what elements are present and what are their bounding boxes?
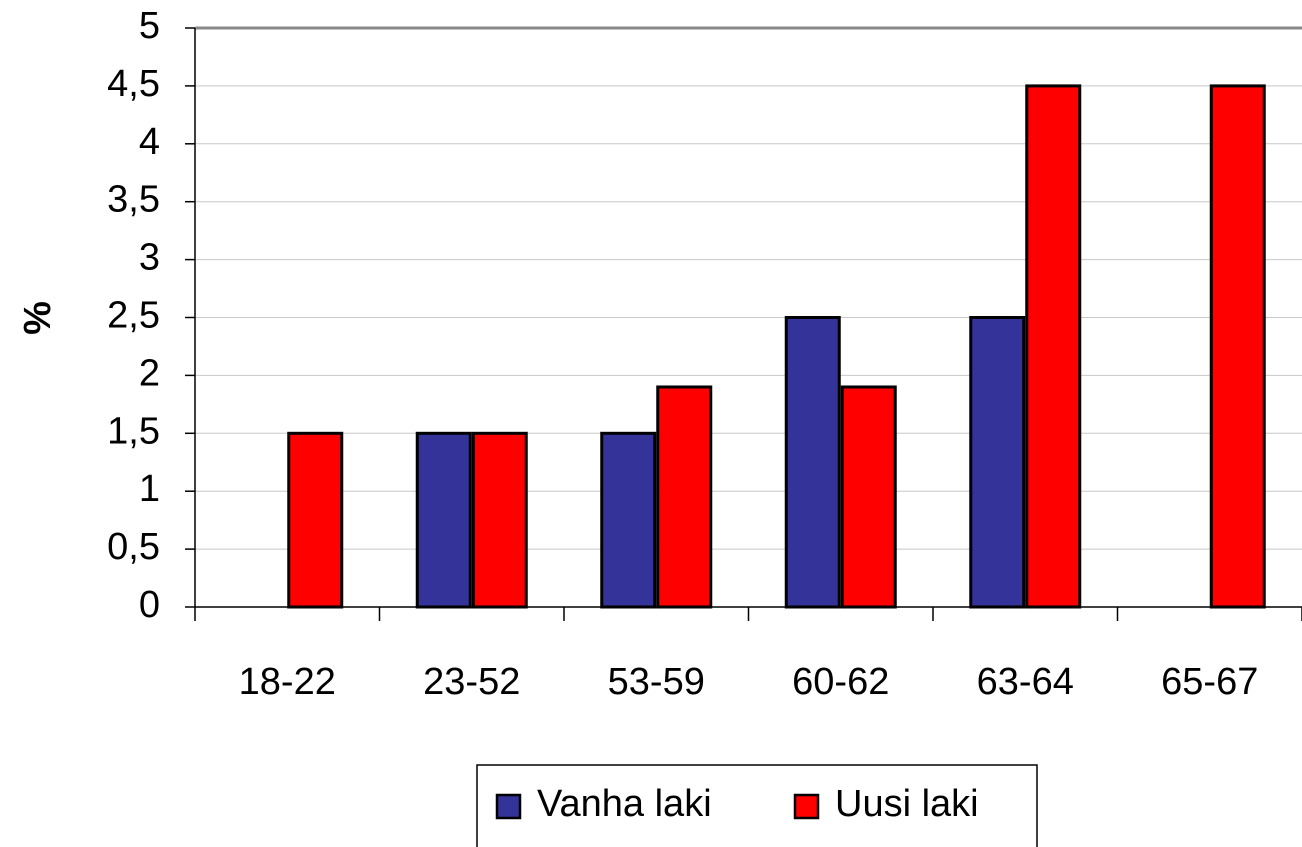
x-tick-label: 63-64 [977, 661, 1074, 703]
bar [600, 431, 657, 609]
y-tick-label: 3,5 [107, 179, 160, 221]
legend-swatch [495, 793, 522, 820]
legend-swatch [793, 793, 820, 820]
x-tick-label: 23-52 [423, 661, 520, 703]
bar [784, 316, 841, 609]
bar [471, 431, 528, 609]
bar [287, 431, 344, 609]
legend-label: Vanha laki [537, 783, 712, 825]
y-tick-label: 5 [139, 5, 160, 47]
bar [1025, 84, 1082, 609]
y-tick-label: 0 [139, 584, 160, 626]
x-tick-label: 65-67 [1161, 661, 1258, 703]
bar [969, 316, 1026, 609]
bar [656, 385, 713, 609]
y-tick-label: 4,5 [107, 63, 160, 105]
x-tick-label: 53-59 [608, 661, 705, 703]
legend-label: Uusi laki [835, 783, 979, 825]
bar [415, 431, 472, 609]
x-tick-label: 60-62 [792, 661, 889, 703]
y-tick-label: 1,5 [107, 410, 160, 452]
y-tick-label: 0,5 [107, 526, 160, 568]
y-axis-label: % [17, 301, 59, 335]
bar [840, 385, 897, 609]
legend-box [476, 764, 1038, 847]
y-tick-label: 4 [139, 121, 160, 163]
y-tick-label: 2 [139, 352, 160, 394]
y-tick-label: 1 [139, 468, 160, 510]
y-tick-label: 2,5 [107, 295, 160, 337]
y-tick-label: 3 [139, 237, 160, 279]
bar [1209, 84, 1266, 609]
x-tick-label: 18-22 [239, 661, 336, 703]
